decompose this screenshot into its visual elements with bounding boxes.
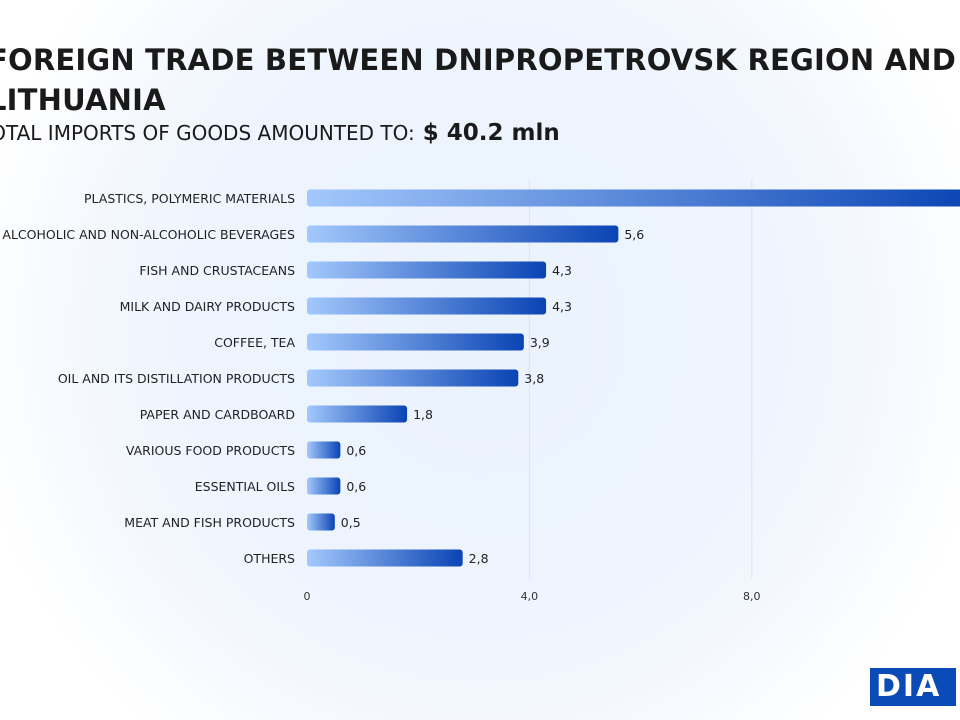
value-label: 5,6 — [624, 227, 644, 242]
value-label: 4,3 — [552, 263, 572, 278]
bar — [307, 513, 335, 531]
bar — [307, 441, 341, 459]
bar — [307, 333, 524, 351]
category-label: COFFEE, TEA — [214, 335, 295, 350]
category-label: PAPER AND CARDBOARD — [140, 407, 295, 422]
category-label: PLASTICS, POLYMERIC MATERIALS — [84, 191, 295, 206]
x-tick-label: 0 — [304, 590, 311, 603]
category-label: VARIOUS FOOD PRODUCTS — [126, 443, 295, 458]
value-label: 3,9 — [530, 335, 550, 350]
bar — [307, 297, 547, 315]
x-tick-label: 4,0 — [521, 590, 539, 603]
x-tick-label: 8,0 — [743, 590, 761, 603]
value-label: 4,3 — [552, 299, 572, 314]
bar — [307, 261, 547, 279]
category-label: MILK AND DAIRY PRODUCTS — [120, 299, 295, 314]
chart-title: FOREIGN TRADE BETWEEN DNIPROPETROVSK REG… — [0, 43, 957, 117]
total-value: $ 40.2 mln — [422, 120, 560, 146]
value-label: 0,6 — [346, 479, 366, 494]
category-label: FISH AND CRUSTACEANS — [139, 263, 295, 278]
bar — [307, 405, 408, 423]
category-label: ALCOHOLIC AND NON-ALCOHOLIC BEVERAGES — [2, 227, 295, 242]
bar — [307, 549, 463, 567]
bar — [307, 189, 960, 207]
category-label: OIL AND ITS DISTILLATION PRODUCTS — [58, 371, 295, 386]
bar — [307, 477, 341, 495]
value-label: 0,5 — [341, 515, 361, 530]
subtitle-label: TOTAL IMPORTS OF GOODS AMOUNTED TO: — [0, 121, 415, 145]
bar — [307, 369, 519, 387]
category-label: MEAT AND FISH PRODUCTS — [124, 515, 295, 530]
value-label: 3,8 — [524, 371, 544, 386]
category-label: OTHERS — [244, 551, 295, 566]
chart-subtitle: TOTAL IMPORTS OF GOODS AMOUNTED TO: $ 40.… — [0, 120, 560, 146]
value-label: 1,8 — [413, 407, 433, 422]
dia-logo: DIA — [870, 668, 956, 706]
category-label: ESSENTIAL OILS — [195, 479, 295, 494]
value-label: 0,6 — [346, 443, 366, 458]
value-label: 2,8 — [469, 551, 489, 566]
bar — [307, 225, 619, 243]
